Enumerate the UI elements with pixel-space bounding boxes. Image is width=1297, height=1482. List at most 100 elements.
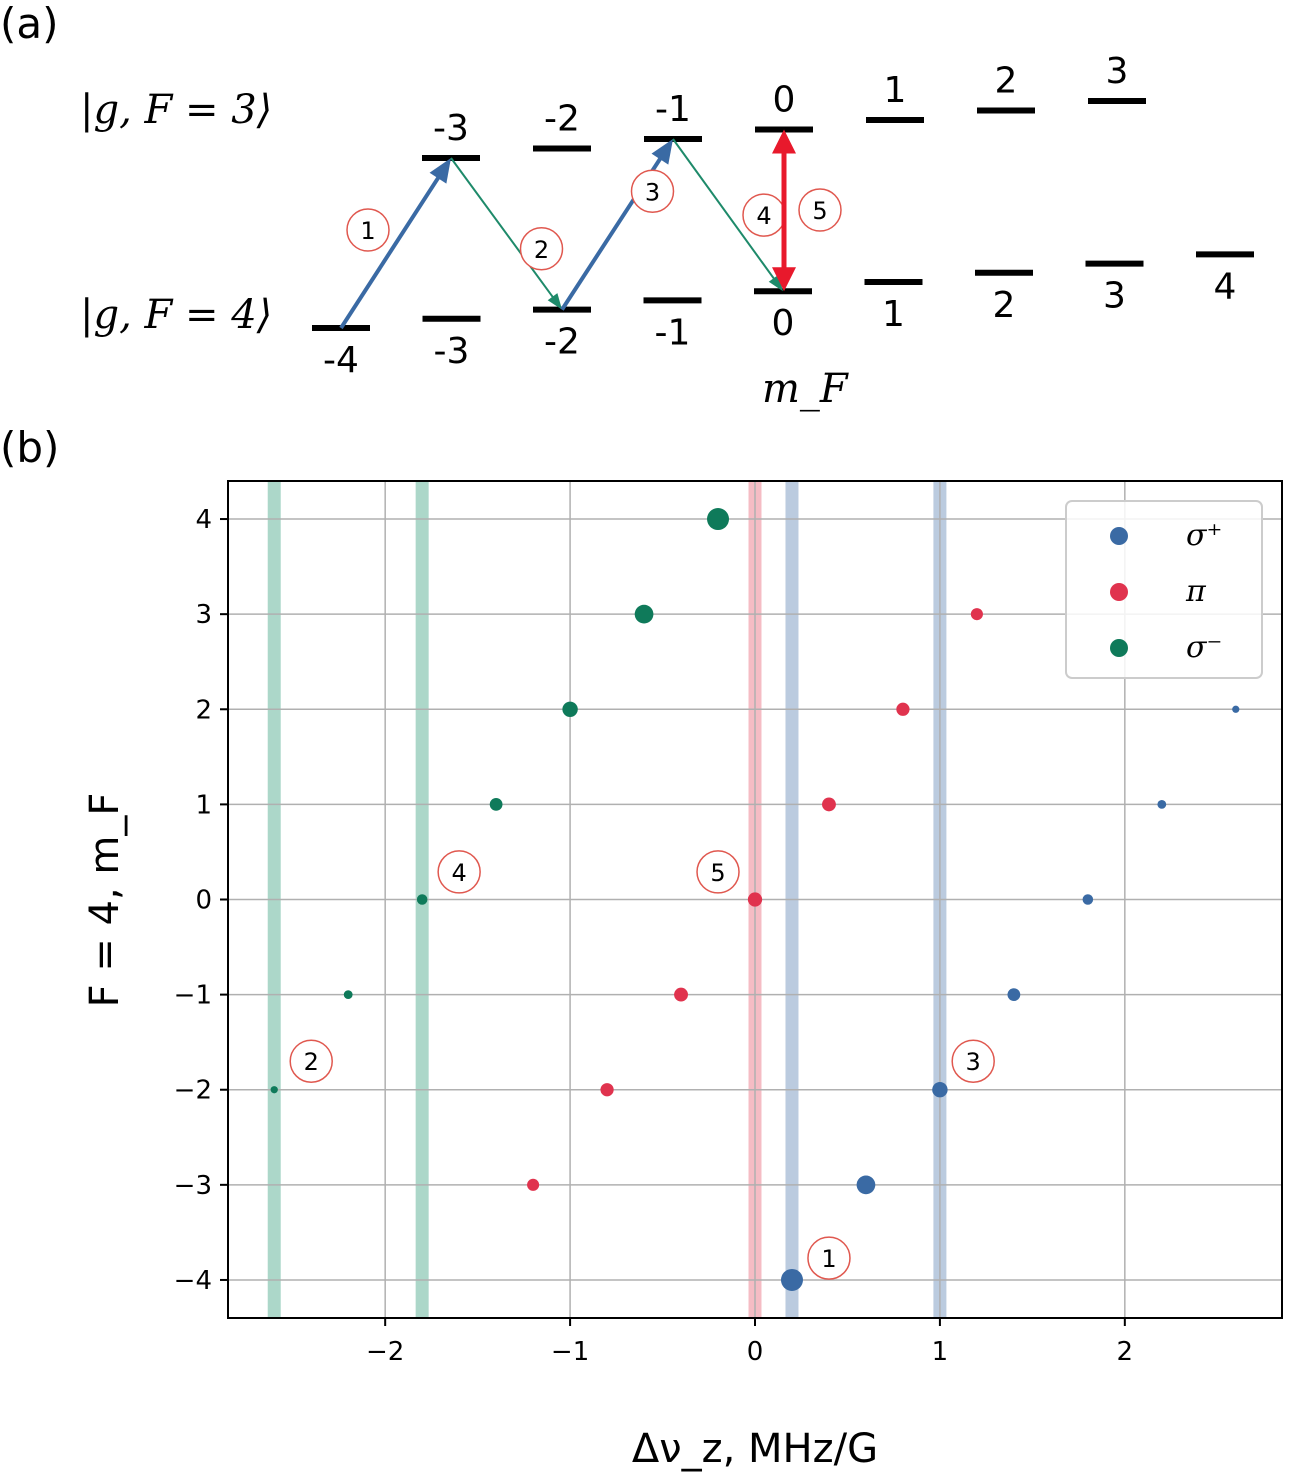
data-point <box>822 797 836 812</box>
levels-F4: -4 -3 -2 -1 0 1 2 3 4 <box>312 251 1254 381</box>
data-point <box>674 987 688 1002</box>
legend-marker <box>1110 527 1128 545</box>
step-label: 4 <box>756 202 771 230</box>
annotation-label: 4 <box>451 859 466 887</box>
data-point <box>1157 799 1167 809</box>
state-label-F4: |g, F = 4⟩ <box>80 292 272 338</box>
annotation-circle <box>951 1039 995 1083</box>
level-F4-label: 0 <box>772 303 795 344</box>
x-tick-label: −1 <box>551 1337 589 1367</box>
level-F3-label: 1 <box>884 70 907 111</box>
legend: σ⁺ π σ⁻ <box>1065 500 1263 679</box>
arrow-head <box>547 293 562 310</box>
level-F4-label: 4 <box>1214 266 1237 307</box>
panel-b-label: (b) <box>0 423 59 472</box>
data-point <box>707 508 730 531</box>
x-tick-label: 2 <box>1117 1337 1134 1367</box>
legend-label: σ⁺ <box>1186 518 1222 553</box>
y-tick-label: 1 <box>195 790 212 820</box>
data-point <box>270 1086 278 1094</box>
level-F3-label: 0 <box>773 80 796 121</box>
data-point <box>634 604 654 624</box>
annotation-label: 3 <box>966 1048 981 1076</box>
data-point <box>527 1178 540 1191</box>
data-point <box>932 1082 948 1098</box>
x-axis-label: Δν_z, MHz/G <box>632 1426 878 1472</box>
arrow-shaft <box>339 173 442 330</box>
y-tick-label: −3 <box>174 1171 212 1201</box>
annotation-label: 1 <box>821 1245 836 1273</box>
level-F3-label: 2 <box>995 61 1018 102</box>
step-circle <box>519 227 564 271</box>
level-F4-label: 1 <box>882 294 905 335</box>
arrow-shaft <box>672 138 777 283</box>
y-tick-label: −4 <box>174 1266 212 1296</box>
data-point <box>780 1268 803 1291</box>
level-F3-label: -3 <box>433 108 469 149</box>
level-F4-label: -1 <box>655 312 691 353</box>
y-ticks: −4 −3 −2 −1 0 1 2 3 4 <box>174 505 228 1296</box>
step-label: 5 <box>812 197 827 225</box>
data-point <box>747 892 763 907</box>
annotation-circle <box>807 1236 851 1280</box>
step-circle <box>798 188 842 232</box>
y-tick-label: 3 <box>195 600 212 630</box>
annotations: 1 2 3 4 5 <box>289 850 995 1280</box>
data-point <box>1232 705 1240 713</box>
data-point <box>600 1083 614 1097</box>
x-ticks: −2 −1 0 1 2 <box>366 1318 1133 1367</box>
panel-a-label: (a) <box>0 0 59 48</box>
step-circle <box>630 169 675 214</box>
level-F4-label: 2 <box>993 285 1016 326</box>
step-label: 2 <box>534 236 549 264</box>
arrow-shaft <box>450 157 556 301</box>
arrow-head <box>772 267 796 292</box>
level-F3-label: -1 <box>655 89 691 130</box>
legend-label: σ⁻ <box>1186 630 1222 665</box>
arrow-head <box>651 139 673 165</box>
step-label: 3 <box>645 178 660 206</box>
data-point <box>489 798 503 811</box>
level-F4-label: 3 <box>1103 276 1126 317</box>
data-point <box>562 701 578 717</box>
data-point <box>343 990 353 1000</box>
level-F3-label: -2 <box>544 99 580 140</box>
level-F3-label: 3 <box>1106 51 1129 92</box>
level-F4-label: -4 <box>323 340 359 381</box>
annotation-circle <box>437 850 481 894</box>
y-tick-label: 2 <box>195 695 212 725</box>
y-tick-label: −1 <box>174 981 212 1011</box>
annotation-circle <box>289 1039 333 1083</box>
x-tick-label: 0 <box>747 1337 764 1367</box>
annotation-label: 5 <box>710 859 725 887</box>
data-point <box>1007 988 1021 1001</box>
data-point <box>856 1175 876 1195</box>
arrow-head <box>772 129 796 154</box>
x-tick-label: −2 <box>366 1337 404 1367</box>
y-tick-label: 4 <box>195 505 212 535</box>
x-tick-label: 1 <box>932 1337 949 1367</box>
y-tick-label: 0 <box>195 886 212 916</box>
annotation-circle <box>696 850 740 894</box>
data-point <box>416 894 428 905</box>
state-label-F3: |g, F = 3⟩ <box>80 87 272 133</box>
y-tick-label: −2 <box>174 1076 212 1106</box>
legend-label: π <box>1185 574 1207 609</box>
data-point <box>896 702 910 716</box>
legend-marker <box>1110 583 1128 601</box>
step-label: 1 <box>360 217 375 245</box>
data-point <box>970 608 983 621</box>
annotation-label: 2 <box>304 1048 319 1076</box>
panel-a-level-diagram: (a) |g, F = 3⟩ |g, F = 4⟩ -3 -2 -1 0 1 2 3 -4-… <box>0 0 1254 412</box>
legend-box <box>1065 500 1263 679</box>
step-circle <box>346 208 390 252</box>
data-point <box>1082 894 1094 905</box>
mF-axis-label: m_F <box>762 366 849 412</box>
level-F4-label: -3 <box>434 331 470 372</box>
panel-b-chart: (b) −2 −1 0 1 2 −4 −3 −2 −1 0 1 2 3 4 1 2 3 4 5 Δν_z, MH… <box>0 423 1283 1472</box>
arrow-head <box>429 158 451 184</box>
data-points <box>270 508 1240 1291</box>
y-axis-label: F = 4, m_F <box>82 793 128 1008</box>
level-F4-label: -2 <box>544 322 580 363</box>
